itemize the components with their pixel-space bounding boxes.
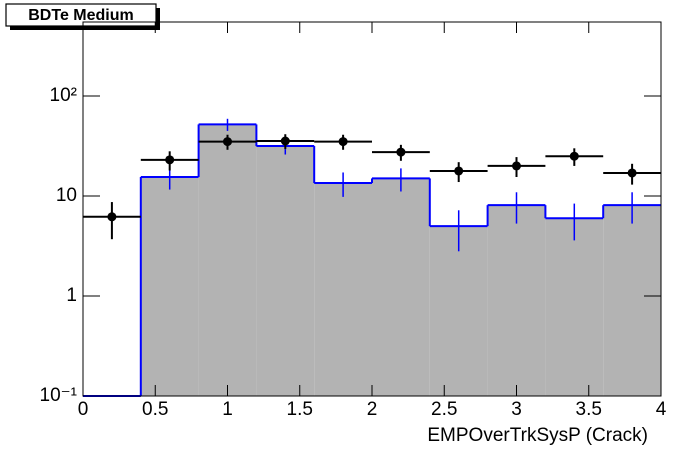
x-tick-label: 2.5	[431, 399, 457, 420]
x-tick-label: 4	[656, 399, 667, 420]
bin-fill	[429, 226, 488, 396]
data-point	[280, 136, 290, 146]
bin-fill	[198, 124, 257, 397]
data-point	[107, 212, 117, 222]
bin-fill	[372, 178, 430, 396]
y-tick-label: 10	[56, 185, 77, 206]
data-point	[165, 155, 175, 165]
x-tick-label: 3	[511, 399, 522, 420]
x-tick-label: 2	[367, 399, 378, 420]
x-tick-label: 1.5	[287, 399, 313, 420]
data-point	[569, 151, 579, 161]
x-tick-label: 0	[78, 399, 89, 420]
bin-fill	[545, 218, 604, 396]
x-tick-label: 3.5	[576, 399, 602, 420]
data-point	[454, 166, 464, 176]
y-tick-label: 1	[66, 285, 77, 306]
data-point	[223, 137, 232, 147]
bin-fill	[256, 146, 315, 396]
y-tick-label: 10⁻¹	[40, 385, 78, 406]
bin-fill	[603, 205, 661, 396]
data-point	[512, 161, 521, 171]
data-point	[627, 168, 637, 178]
data-point	[338, 137, 348, 147]
title-box	[5, 3, 157, 27]
x-tick-label: 0.5	[142, 399, 168, 420]
x-axis-label: EMPOverTrkSysP (Crack)	[427, 425, 648, 446]
data-point	[396, 147, 406, 157]
bin-fill	[487, 205, 546, 396]
x-tick-label: 1	[222, 399, 233, 420]
chart-title: BDTe Medium	[28, 7, 133, 24]
bin-fill	[140, 176, 199, 396]
y-tick-label: 10²	[50, 85, 77, 106]
bin-fill	[314, 182, 372, 396]
